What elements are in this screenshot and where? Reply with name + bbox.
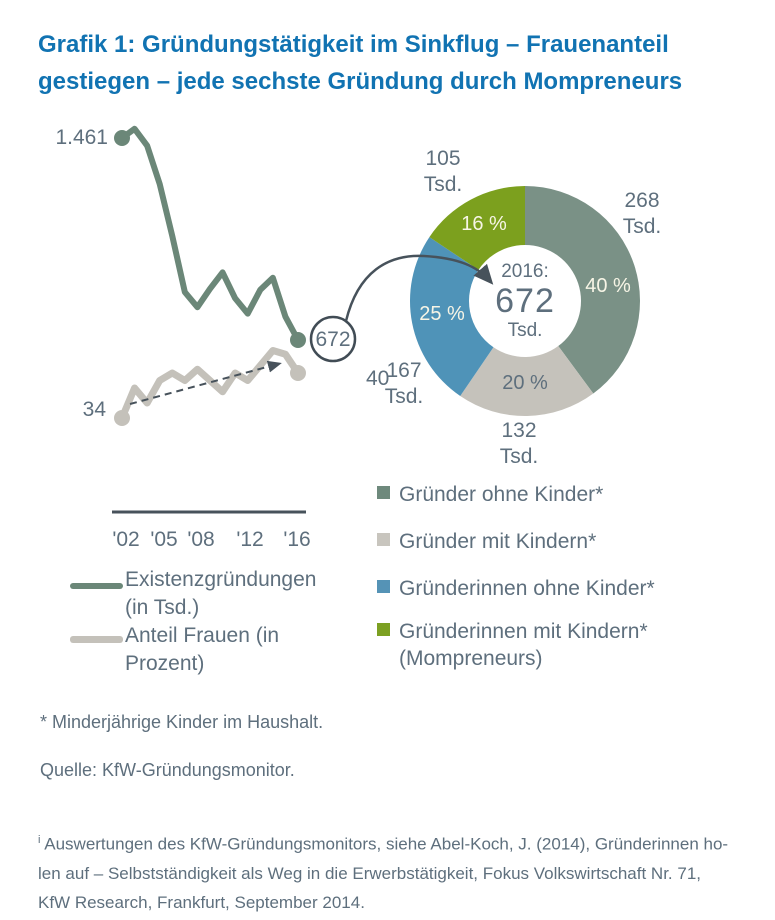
x-tick-02: '02 bbox=[112, 528, 140, 551]
legend-label-existenzgruendungen: Existenzgründungen (in Tsd.) bbox=[125, 568, 317, 619]
gray-end-value-label: 40 bbox=[366, 367, 390, 390]
x-tick-05: '05 bbox=[150, 528, 178, 551]
pct-label-20: 20 % bbox=[502, 372, 548, 394]
donut-label-105: 105 Tsd. bbox=[423, 147, 463, 196]
pie-legend-swatch-gray bbox=[377, 533, 390, 546]
figure-title-line1: Grafik 1: Gründungstätigkeit im Sinkflug… bbox=[38, 31, 669, 58]
footnote-source: Quelle: KfW-Gründungsmonitor. bbox=[40, 760, 295, 780]
donut-center-unit: Tsd. bbox=[507, 320, 543, 341]
pie-legend-swatch-sage bbox=[377, 486, 390, 499]
endnote-line2: len auf – Selbstständigkeit als Weg in d… bbox=[38, 863, 701, 883]
endnote-line1: Auswertungen des KfW-Gründungsmonitors, … bbox=[44, 834, 729, 854]
endnote-line3: KfW Research, Frankfurt, September 2014. bbox=[38, 892, 365, 912]
donut-center-value: 672 bbox=[495, 282, 555, 320]
pie-legend-swatch-olive bbox=[377, 623, 390, 636]
green-end-value-circled: 672 bbox=[315, 328, 351, 351]
figure-title: Grafik 1: Gründungstätigkeit im Sinkflug… bbox=[38, 26, 748, 100]
pct-label-40: 40 % bbox=[585, 275, 631, 297]
donut-label-268: 268 Tsd. bbox=[622, 189, 662, 238]
x-tick-16: '16 bbox=[283, 528, 311, 551]
legend-label-anteil-frauen: Anteil Frauen (in Prozent) bbox=[125, 624, 280, 675]
endnote-marker: i bbox=[38, 834, 41, 846]
gray-start-value-label: 34 bbox=[82, 398, 106, 421]
donut-center-year: 2016: bbox=[501, 261, 549, 282]
line-chart bbox=[112, 125, 494, 514]
donut-center-label: 2016: 672 Tsd. bbox=[463, 261, 587, 342]
pie-legend-item-gruender-ohne-kinder: Gründer ohne Kinder* bbox=[377, 481, 717, 508]
donut-label-132: 132 Tsd. bbox=[499, 419, 539, 468]
pie-legend-item-mompreneurs: Gründerinnen mit Kindern* (Mompreneurs) bbox=[377, 618, 717, 672]
donut-label-167: 167 Tsd. bbox=[384, 359, 424, 408]
legend-swatch-anteil-frauen bbox=[70, 636, 123, 643]
pie-legend-item-gruender-mit-kindern: Gründer mit Kindern* bbox=[377, 528, 717, 555]
x-tick-12: '12 bbox=[236, 528, 264, 551]
footnote-asterisk: * Minderjährige Kinder im Haushalt. bbox=[40, 712, 324, 732]
pct-label-16: 16 % bbox=[461, 213, 507, 235]
pie-legend-item-gruenderinnen-ohne-kinder: Gründerinnen ohne Kinder* bbox=[377, 575, 717, 602]
figure-title-line2: gestiegen – jede sechste Gründung durch … bbox=[38, 68, 683, 95]
endnote: i Auswertungen des KfW-Gründungsmonitors… bbox=[38, 826, 770, 917]
legend-swatch-existenzgruendungen bbox=[70, 583, 123, 589]
combined-chart-canvas bbox=[112, 125, 640, 514]
x-tick-08: '08 bbox=[187, 528, 215, 551]
pct-label-25: 25 % bbox=[419, 303, 465, 325]
green-start-value-label: 1.461 bbox=[55, 126, 108, 149]
donut-chart bbox=[409, 186, 640, 416]
pie-legend-swatch-blue bbox=[377, 580, 390, 593]
